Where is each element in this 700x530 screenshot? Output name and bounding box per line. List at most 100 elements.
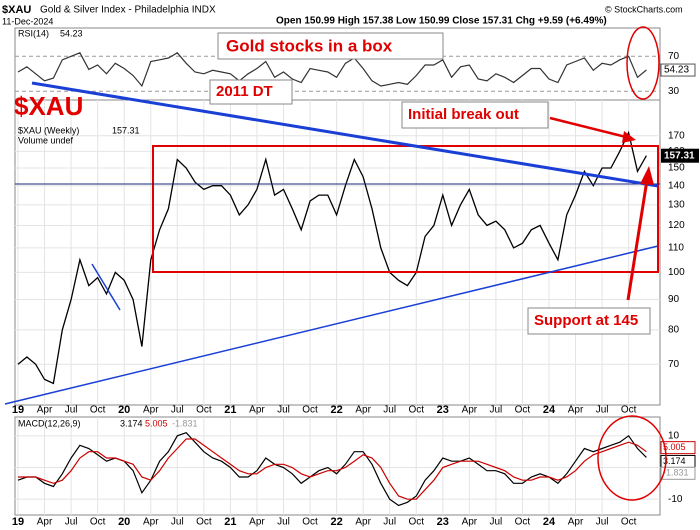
ann-box (217, 32, 444, 60)
x-tick-label: 24 (543, 516, 556, 528)
x-tick-label: Apr (568, 405, 584, 416)
uptrend (4, 245, 659, 405)
macd-tag-bg (660, 441, 696, 455)
x-tick-label: 22 (330, 404, 342, 416)
x-tick-label: 21 (224, 404, 236, 416)
x-tick-label: Oct (515, 517, 531, 528)
x-tick-label: Oct (196, 517, 212, 528)
x-tick-label: Jul (171, 405, 184, 416)
x-tick-label: Apr (37, 517, 53, 528)
x-tick-label: Oct (408, 517, 424, 528)
downtrend (31, 81, 659, 188)
arrow (626, 179, 649, 301)
signal-value: 5.005 (145, 418, 168, 428)
series-line (17, 130, 647, 385)
annotation: Support at 145 (534, 312, 638, 329)
macd-value: 3.174 (120, 418, 143, 428)
x-tick-label: Oct (408, 405, 424, 416)
x-tick-label: 19 (12, 404, 24, 416)
y-tick-label: 30 (668, 86, 680, 97)
box (152, 145, 659, 273)
y-tick-label: 120 (668, 220, 685, 231)
x-tick-label: Jul (277, 517, 290, 528)
annotation: Gold stocks in a box (226, 36, 393, 55)
y-tick-label: 140 (668, 180, 685, 191)
short-trend (91, 263, 121, 311)
y-tick-label: 10 (668, 430, 680, 441)
volume-note: Volume undef (18, 135, 74, 145)
ohlc: Open 150.99 High 157.38 Low 150.99 Close… (276, 16, 607, 27)
x-tick-label: Jul (490, 517, 503, 528)
x-tick-label: Apr (37, 405, 53, 416)
x-tick-label: Jul (277, 405, 290, 416)
x-tick-label: Jul (383, 405, 396, 416)
price-tag-bg (661, 148, 699, 163)
rsi-title: RSI(14) (18, 28, 49, 38)
source: © StockCharts.com (605, 4, 683, 14)
y-tick-label: 90 (668, 294, 680, 305)
x-tick-label: Apr (249, 517, 265, 528)
x-tick-label: Apr (143, 517, 159, 528)
ann-box (527, 307, 651, 335)
circle (626, 26, 660, 100)
y-tick-label: 80 (668, 325, 680, 336)
x-tick-label: 20 (118, 516, 130, 528)
y-tick-label: 150 (668, 163, 685, 174)
x-tick-label: Oct (621, 405, 637, 416)
arrow-head (622, 131, 636, 143)
rsi-tag-bg (660, 63, 696, 77)
macd-tag: 3.174 (663, 456, 686, 466)
annotation: Initial break out (408, 106, 519, 123)
big-symbol: $XAU (14, 91, 83, 121)
price-tag: 157.31 (664, 150, 695, 161)
circle (597, 415, 667, 501)
ann-box (209, 79, 293, 105)
macd-tag: 5.005 (663, 442, 686, 452)
x-tick-label: Jul (490, 405, 503, 416)
price-title: $XAU (Weekly) (18, 125, 79, 135)
x-tick-label: 22 (330, 516, 342, 528)
macd-tag-bg (660, 466, 696, 480)
annotation: 2011 DT (216, 83, 273, 100)
x-tick-label: Oct (515, 405, 531, 416)
x-tick-label: Oct (196, 405, 212, 416)
x-tick-label: Apr (462, 405, 478, 416)
x-tick-label: 21 (224, 516, 236, 528)
rsi-value: 54.23 (60, 28, 83, 38)
x-tick-label: 23 (437, 516, 449, 528)
x-tick-label: 23 (437, 404, 449, 416)
y-tick-label: 100 (668, 267, 685, 278)
y-tick-label: 170 (668, 130, 685, 141)
ann-box (401, 101, 549, 129)
x-tick-label: Apr (568, 517, 584, 528)
x-tick-label: Oct (90, 405, 106, 416)
series-line (17, 52, 647, 88)
x-tick-label: Oct (302, 517, 318, 528)
index-name: Gold & Silver Index - Philadelphia INDX (40, 5, 216, 16)
x-tick-label: 19 (12, 516, 24, 528)
x-tick-label: Jul (65, 517, 78, 528)
x-tick-label: Apr (462, 517, 478, 528)
price-panel (14, 99, 661, 406)
x-tick-label: 24 (543, 404, 556, 416)
hist-value: -1.831 (172, 418, 198, 428)
date: 11-Dec-2024 (2, 16, 53, 26)
x-tick-label: Apr (355, 405, 371, 416)
x-tick-label: Oct (621, 517, 637, 528)
x-tick-label: Jul (171, 517, 184, 528)
x-tick-label: 20 (118, 404, 130, 416)
x-tick-label: Apr (355, 517, 371, 528)
x-tick-label: Apr (143, 405, 159, 416)
series-line (18, 438, 647, 500)
y-tick-label: 70 (668, 51, 680, 62)
arrow-head (640, 166, 654, 185)
y-tick-label: 110 (668, 243, 684, 254)
y-tick-label: 130 (668, 199, 685, 210)
arrow (549, 116, 631, 140)
macd-panel (14, 416, 661, 516)
price-value: 157.31 (112, 125, 140, 135)
x-tick-label: Oct (90, 517, 106, 528)
rsi-tag: 54.23 (664, 65, 689, 76)
